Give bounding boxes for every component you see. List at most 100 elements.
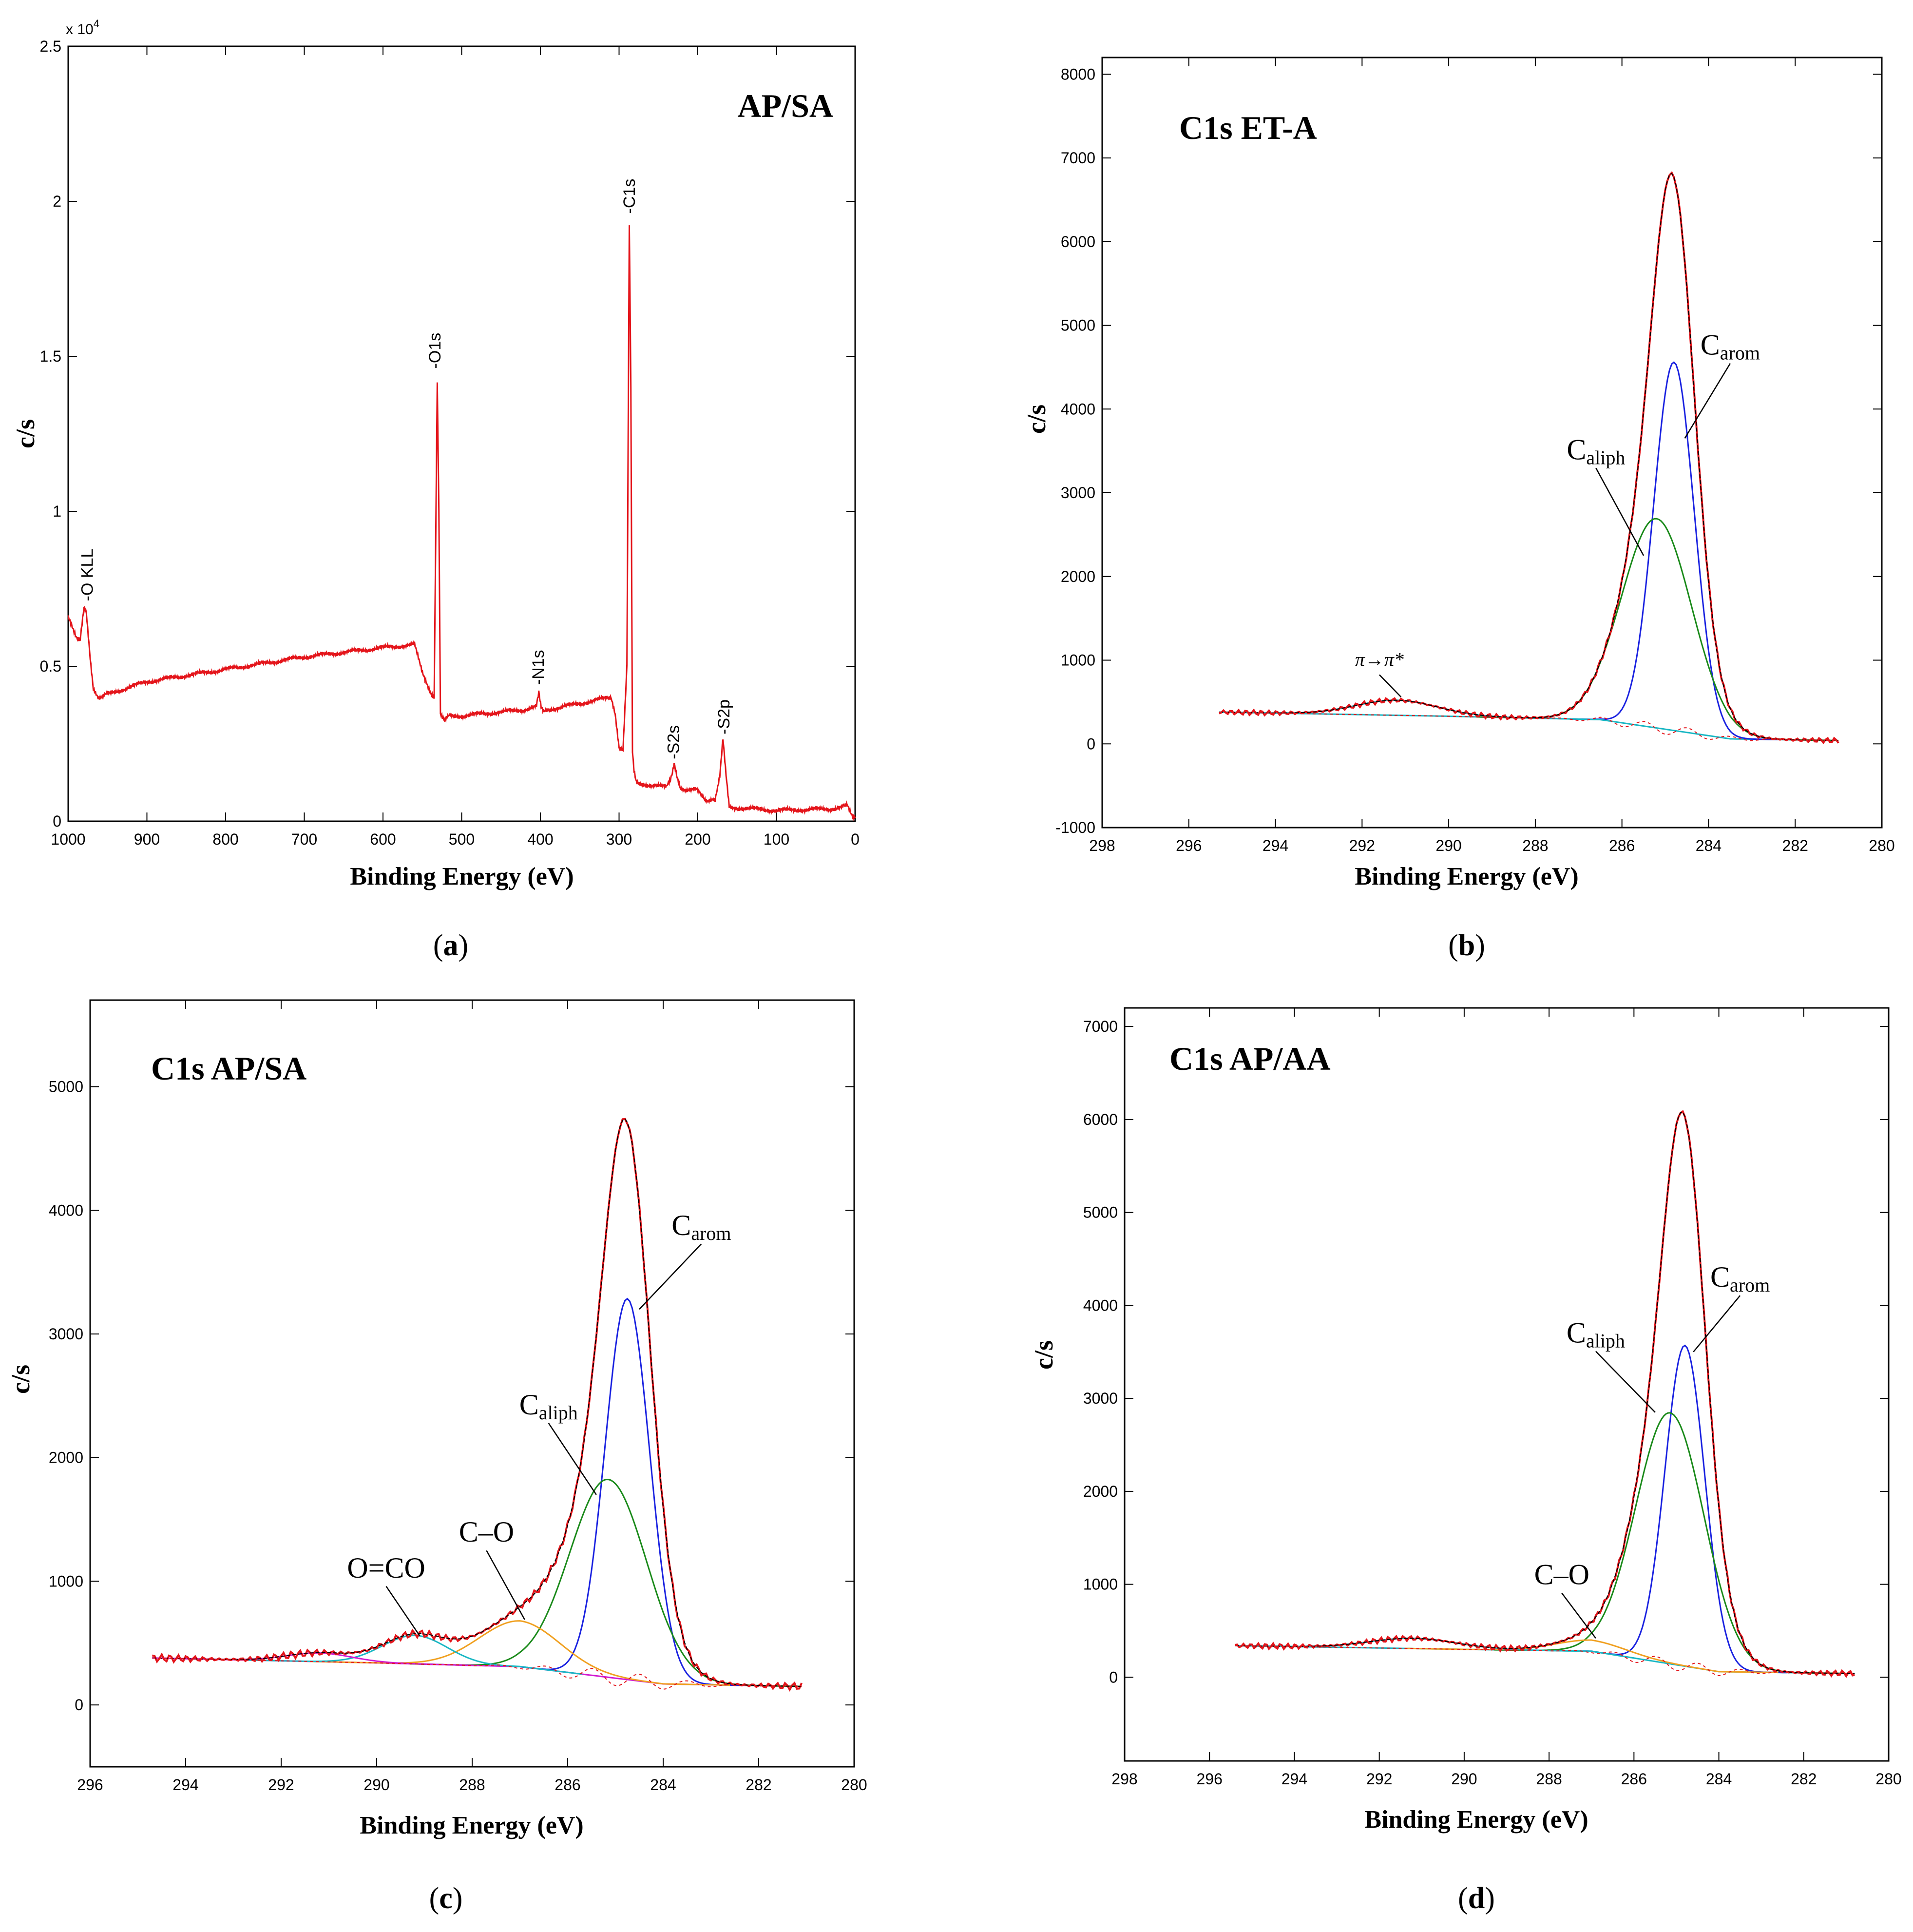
x-tick-label: 296 xyxy=(1176,837,1202,854)
x-tick-label: 296 xyxy=(77,1776,103,1794)
y-tick-label: 2000 xyxy=(1061,568,1095,585)
background-line xyxy=(152,1657,802,1687)
y-tick-label: 1 xyxy=(53,502,61,520)
peak-label: Carom xyxy=(1710,1261,1770,1296)
series-line-survey xyxy=(67,225,856,821)
y-axis-label-a: c/s xyxy=(11,419,40,448)
x-tick-label: 284 xyxy=(1706,1770,1732,1788)
x-tick-label: 0 xyxy=(851,831,860,848)
y-tick-label: 7000 xyxy=(1061,149,1095,167)
component-c-o xyxy=(1404,1639,1779,1674)
x-tick-label: 600 xyxy=(370,831,396,848)
x-tick-label: 200 xyxy=(685,831,710,848)
y-tick-label: 2000 xyxy=(49,1449,83,1467)
y-tick-label: 1000 xyxy=(1083,1576,1118,1593)
x-tick-label: 280 xyxy=(1869,837,1894,854)
ticks-b: 298 296 294 292 290 288 286 284 282 280 -1000 0 1000… xyxy=(1055,58,1895,854)
fit-line xyxy=(1219,173,1839,741)
x-tick-label: 288 xyxy=(1522,837,1548,854)
peak-annotation: -O1s xyxy=(426,333,444,369)
x-tick-label: 1000 xyxy=(51,831,85,848)
label-leader-line xyxy=(1693,1295,1741,1352)
y-tick-label: 1.5 xyxy=(40,348,61,365)
x-tick-label: 294 xyxy=(1282,1770,1307,1788)
panel-c: 296 294 292 290 288 286 284 282 280 0 1000 2000 3000… xyxy=(6,999,867,1915)
x-tick-label: 280 xyxy=(1875,1770,1901,1788)
x-tick-label: 288 xyxy=(1536,1770,1562,1788)
component-c-o xyxy=(309,1620,730,1686)
component-caliph xyxy=(1476,518,1836,741)
label-leader-line xyxy=(548,1423,597,1495)
peak-label: C–O xyxy=(459,1516,514,1548)
series-d xyxy=(1235,1110,1855,1679)
x-tick-label: 500 xyxy=(449,831,475,848)
peak-label: π→π* xyxy=(1355,649,1404,671)
x-axis-label-a: Binding Energy (eV) xyxy=(350,863,574,890)
x-tick-label: 292 xyxy=(268,1776,294,1794)
y-tick-label: 7000 xyxy=(1083,1018,1118,1035)
y-tick-label: 4000 xyxy=(1083,1296,1118,1314)
x-tick-label: 100 xyxy=(764,831,789,848)
y-tick-label: 0 xyxy=(1109,1668,1118,1686)
y-tick-label: 5000 xyxy=(1061,317,1095,334)
ticks-d: 298 296 294 292 290 288 286 284 282 280 0 1000 2000 3… xyxy=(1083,1008,1902,1788)
label-leader-line xyxy=(1595,1351,1656,1413)
x-tick-label: 288 xyxy=(459,1776,485,1794)
component-carom xyxy=(513,1297,742,1686)
x-tick-label: 292 xyxy=(1366,1770,1392,1788)
y-tick-label: 6000 xyxy=(1061,233,1095,251)
x-tick-label: 300 xyxy=(606,831,632,848)
peak-label: Caliph xyxy=(1567,1317,1625,1352)
series-b xyxy=(1219,171,1839,745)
envelope-line xyxy=(1235,1110,1855,1679)
peak-annotation: -S2s xyxy=(665,725,683,759)
x-tick-label: 292 xyxy=(1349,837,1375,854)
y-tick-label: 8000 xyxy=(1061,65,1095,83)
label-leader-line xyxy=(1378,674,1402,697)
y-tick-label: 1000 xyxy=(1061,652,1095,669)
label-leader-line xyxy=(639,1243,702,1310)
x-tick-label: 286 xyxy=(1621,1770,1647,1788)
y-tick-label: 0 xyxy=(53,812,61,830)
panel-a: 1000 900 800 700 600 500 400 300 200 100 000.511.5… xyxy=(11,18,860,962)
peak-label: Carom xyxy=(1701,329,1760,364)
panel-label-c: (c) xyxy=(429,1882,463,1915)
background-line xyxy=(1219,711,1839,741)
y-tick-label: 5000 xyxy=(49,1078,83,1096)
x-tick-label: 286 xyxy=(555,1776,580,1794)
y-tick-label: 2000 xyxy=(1083,1483,1118,1500)
x-tick-label: 282 xyxy=(1782,837,1808,854)
y-tick-label: 6000 xyxy=(1083,1111,1118,1128)
peak-annotation: -N1s xyxy=(529,650,548,685)
label-leader-line xyxy=(1684,363,1731,439)
y-tick-label: 0 xyxy=(1087,735,1095,753)
ticks-c: 296 294 292 290 288 286 284 282 280 0 1000 2000 3000… xyxy=(49,1000,867,1794)
x-tick-label: 294 xyxy=(1263,837,1288,854)
x-axis-label-d: Binding Energy (eV) xyxy=(1364,1806,1588,1834)
y-axis-label-d: c/s xyxy=(1029,1340,1058,1370)
y-tick-label: 2.5 xyxy=(40,38,61,55)
x-tick-label: 298 xyxy=(1089,837,1115,854)
peak-label: C–O xyxy=(1534,1559,1589,1591)
component-caliph xyxy=(1493,1412,1846,1674)
y-tick-label: 0.5 xyxy=(40,657,61,675)
component-carom xyxy=(1583,1344,1787,1674)
x-axis-label-b: Binding Energy (eV) xyxy=(1355,863,1578,890)
plot-frame-c xyxy=(89,999,855,1768)
peak-label: Caliph xyxy=(519,1389,578,1424)
label-leader-line xyxy=(385,1586,421,1636)
peak-label: O=CO xyxy=(347,1552,425,1584)
peak-labels-c: Carom Caliph C–O O=CO xyxy=(347,1209,731,1636)
x-tick-label: 298 xyxy=(1111,1770,1137,1788)
annotations-a: -O KLL -O1s -N1s -C1s -S2s -S2p xyxy=(78,179,733,759)
chart-title-d: C1s AP/AA xyxy=(1169,1040,1331,1077)
plot-frame-b xyxy=(1101,57,1883,829)
x-tick-label: 284 xyxy=(1696,837,1722,854)
y-tick-label: 3000 xyxy=(1083,1390,1118,1407)
envelope-line xyxy=(152,1118,803,1692)
x-tick-label: 700 xyxy=(291,831,317,848)
x-tick-label: 296 xyxy=(1197,1770,1223,1788)
peak-labels-d: Carom Caliph C–O xyxy=(1534,1261,1770,1639)
y-axis-label-c: c/s xyxy=(6,1365,35,1394)
